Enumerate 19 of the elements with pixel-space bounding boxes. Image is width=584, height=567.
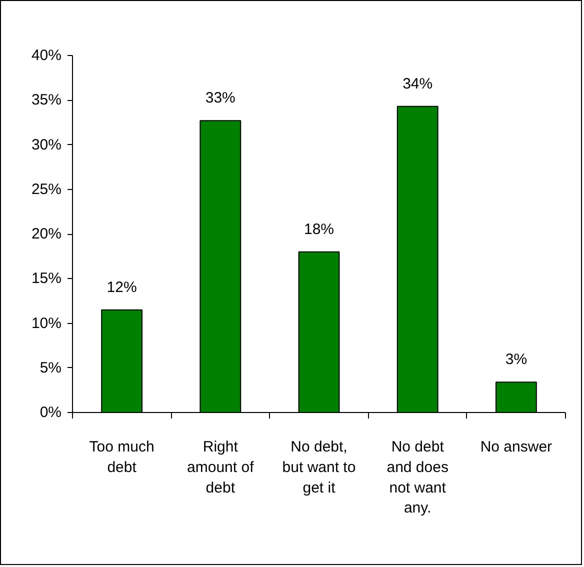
y-tick-label: 30% — [31, 136, 62, 154]
y-tick-label: 10% — [31, 314, 62, 332]
x-tick-label: Too much debt — [89, 438, 154, 476]
y-tick-label: 35% — [31, 92, 62, 109]
y-tick-label: 15% — [31, 270, 62, 288]
data-label: 3% — [505, 351, 528, 368]
x-tick-label: Right amount of debt — [187, 438, 255, 496]
data-label: 12% — [106, 278, 137, 296]
x-tick-label: No debt, but want to get it — [282, 438, 356, 496]
data-label: 34% — [402, 75, 433, 92]
y-tick-label: 25% — [31, 180, 62, 198]
y-tick-label: 20% — [31, 226, 62, 242]
x-tick-label: No answer — [480, 438, 552, 456]
y-tick-label: 5% — [40, 359, 62, 376]
x-tick-label: No debt and does not want any. — [386, 438, 448, 517]
y-tick-label: 40% — [31, 47, 62, 64]
data-label: 33% — [205, 90, 236, 107]
y-tick-label: 0% — [40, 404, 62, 421]
data-label: 18% — [304, 220, 334, 238]
